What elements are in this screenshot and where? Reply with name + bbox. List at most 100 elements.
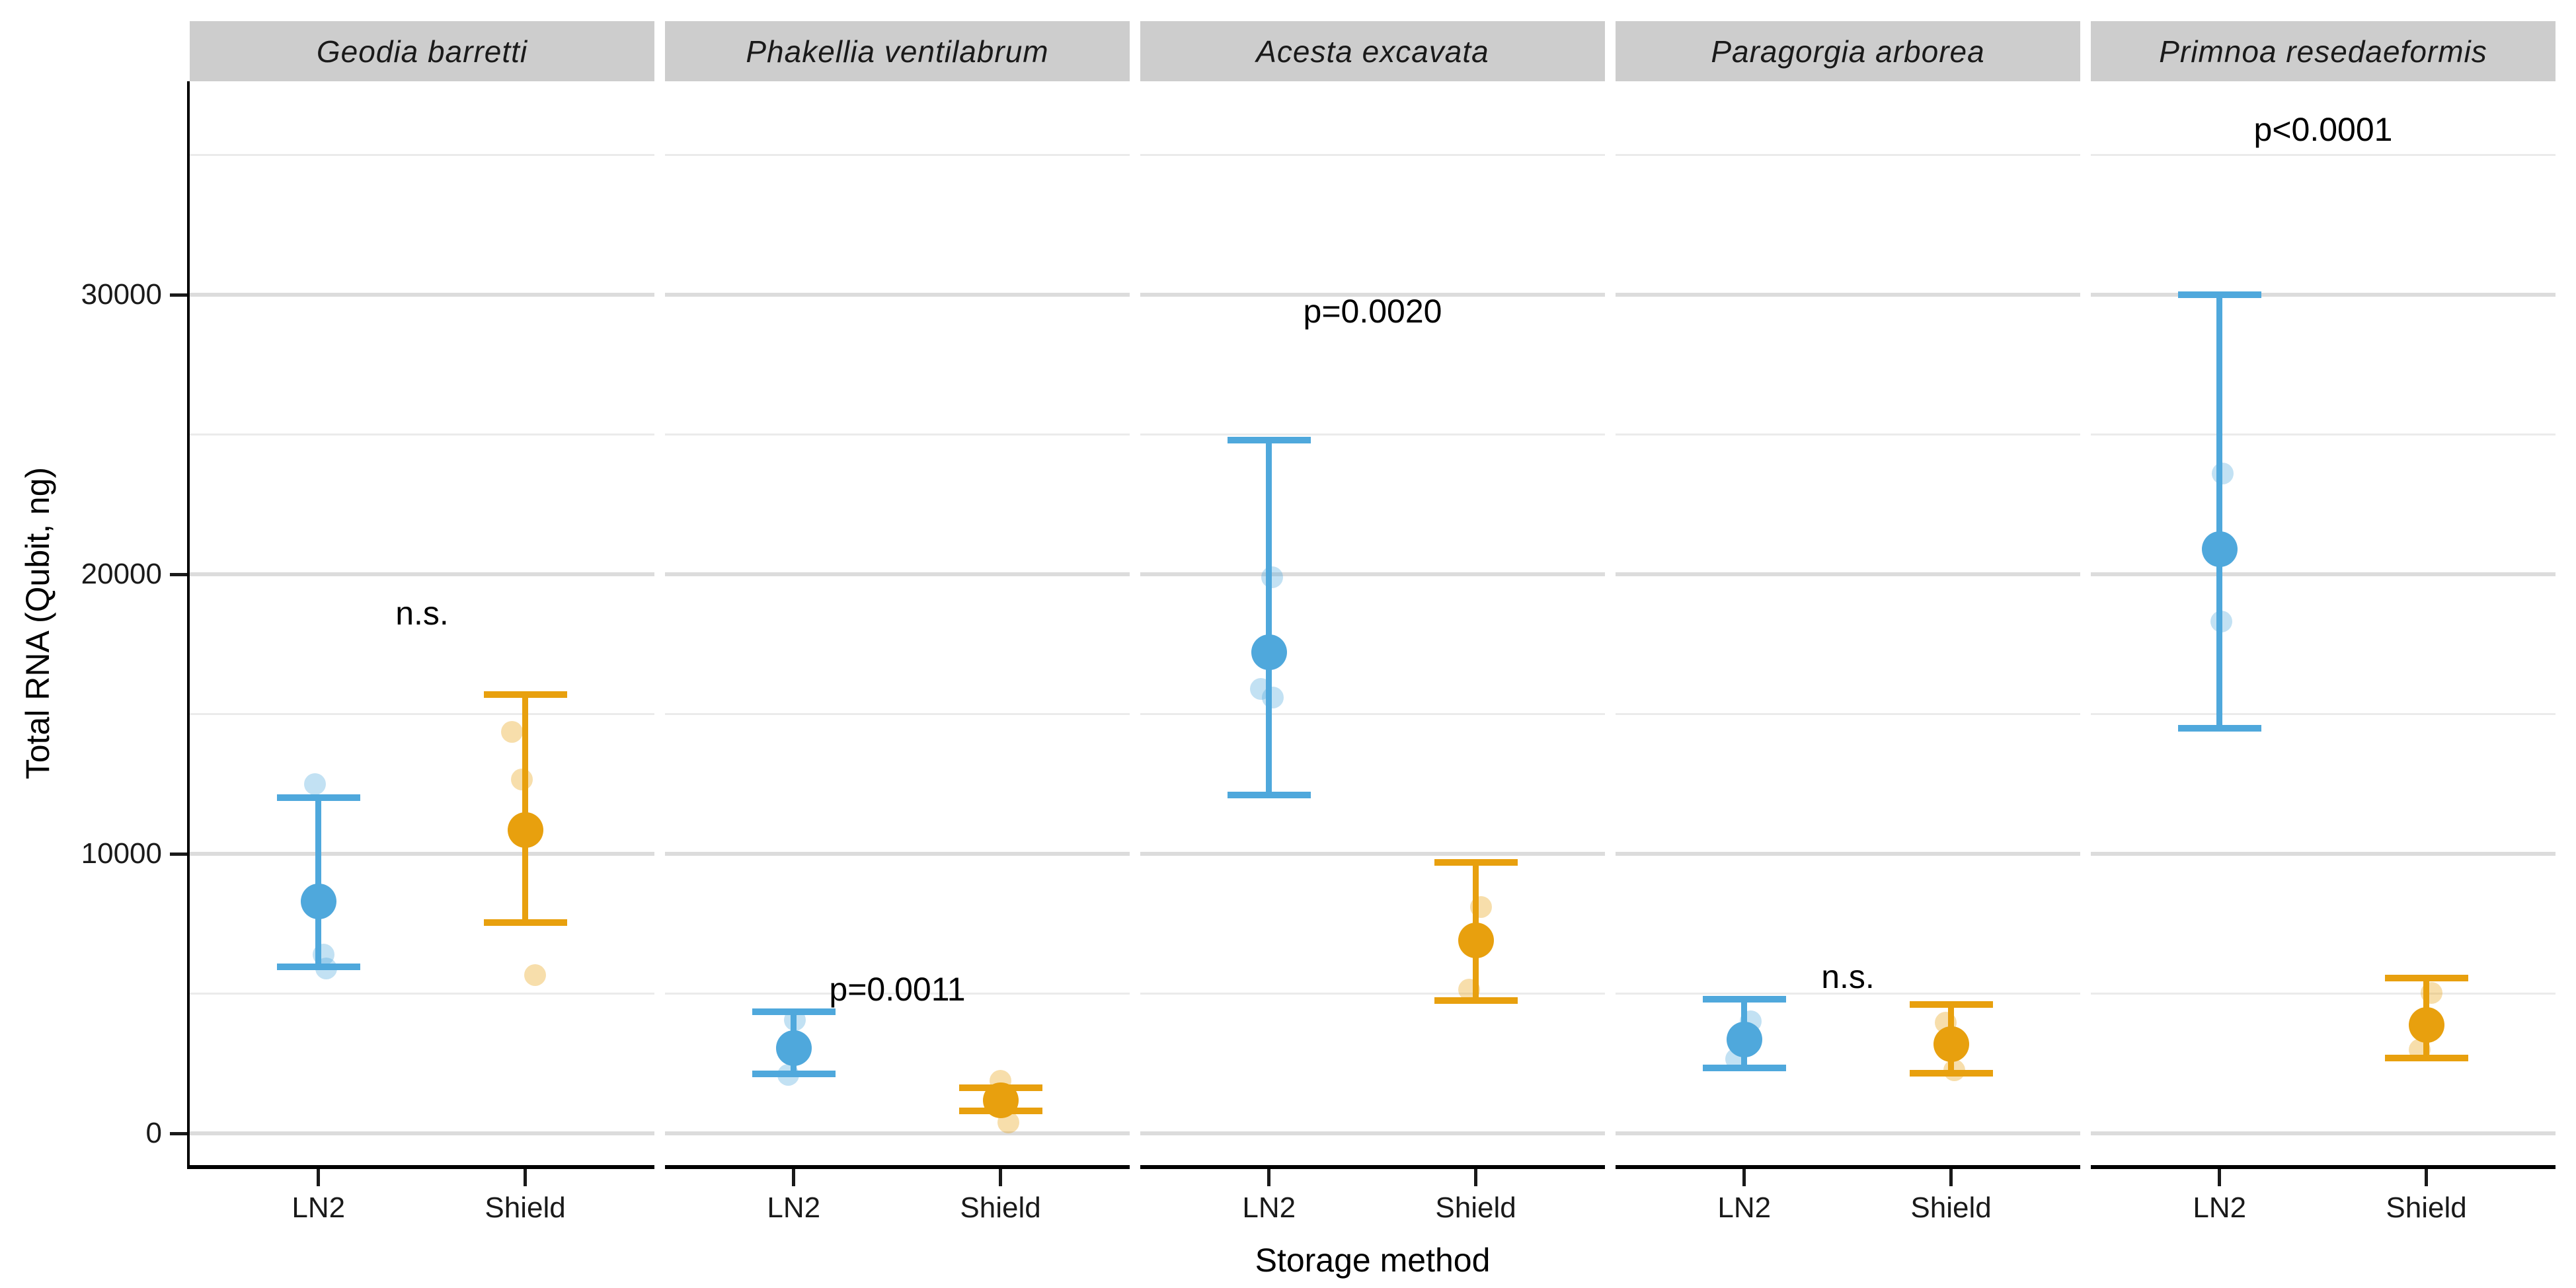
- gridline-major: [665, 851, 1130, 856]
- x-tick-label: Shield: [485, 1192, 566, 1224]
- x-tick-mark: [2218, 1169, 2222, 1186]
- gridline-minor: [1140, 712, 1605, 715]
- gridline-minor: [1616, 153, 2080, 156]
- gridline-major: [665, 292, 1130, 297]
- gridline-major: [1140, 851, 1605, 856]
- gridline-minor: [190, 153, 654, 156]
- errorbar-cap-top: [1702, 995, 1786, 1003]
- gridline-minor: [2091, 992, 2556, 995]
- facet-strip-label: Paragorgia arborea: [1711, 34, 1985, 69]
- gridline-major: [1616, 851, 2080, 856]
- x-tick-label: LN2: [292, 1192, 346, 1224]
- x-tick-label: Shield: [2386, 1192, 2467, 1224]
- y-tick-label: 20000: [81, 557, 162, 590]
- gridline-minor: [190, 433, 654, 436]
- x-tick-label: LN2: [2193, 1192, 2247, 1224]
- mean-point: [1933, 1026, 1969, 1062]
- gridline-minor: [2091, 712, 2556, 715]
- gridline-minor: [1616, 433, 2080, 436]
- y-tick-mark: [170, 852, 187, 856]
- mean-point: [2201, 531, 2238, 567]
- y-axis-title: Total RNA (Qubit, ng): [19, 467, 56, 780]
- facet-strip-label: Primnoa resedaeformis: [2159, 34, 2487, 69]
- errorbar-stem: [2216, 294, 2223, 728]
- jitter-point: [511, 769, 533, 791]
- x-axis-title: Storage method: [1255, 1242, 1491, 1279]
- mean-point: [982, 1082, 1019, 1119]
- jitter-point: [304, 773, 327, 795]
- x-tick-label: Shield: [1910, 1192, 1992, 1224]
- errorbar-cap-bottom: [2177, 724, 2261, 732]
- facet-strip-label: Phakellia ventilabrum: [746, 34, 1049, 69]
- x-tick-mark: [524, 1169, 527, 1186]
- errorbar-cap-top: [483, 691, 567, 698]
- errorbar-cap-top: [2177, 291, 2261, 298]
- jitter-point: [2212, 463, 2234, 485]
- facet-strip: Geodia barretti: [190, 21, 654, 81]
- mean-point: [1251, 634, 1287, 671]
- gridline-minor: [1140, 992, 1605, 995]
- y-tick-mark: [170, 572, 187, 576]
- gridline-minor: [665, 712, 1130, 715]
- y-axis-line: [187, 81, 190, 1169]
- errorbar-cap-bottom: [1434, 997, 1518, 1004]
- x-tick-mark: [2425, 1169, 2429, 1186]
- x-axis-line: [1616, 1165, 2080, 1169]
- gridline-major: [1616, 572, 2080, 576]
- jitter-point: [1262, 686, 1284, 708]
- significance-annotation: n.s.: [1821, 958, 1875, 996]
- errorbar-cap-bottom: [1702, 1064, 1786, 1071]
- significance-annotation: p<0.0001: [2253, 111, 2393, 149]
- gridline-major: [665, 572, 1130, 576]
- gridline-major: [190, 851, 654, 856]
- gridline-major: [190, 572, 654, 576]
- gridline-major: [190, 1131, 654, 1135]
- gridline-minor: [1616, 992, 2080, 995]
- facet-strip: Phakellia ventilabrum: [665, 21, 1130, 81]
- facet-strip: Primnoa resedaeformis: [2091, 21, 2556, 81]
- y-tick-label: 30000: [81, 278, 162, 311]
- gridline-major: [190, 292, 654, 297]
- gridline-major: [1616, 1131, 2080, 1135]
- gridline-minor: [190, 992, 654, 995]
- significance-annotation: p=0.0011: [829, 971, 966, 1008]
- significance-annotation: p=0.0020: [1303, 293, 1442, 330]
- x-axis-line: [1140, 1165, 1605, 1169]
- errorbar-cap-top: [276, 794, 360, 802]
- x-tick-mark: [1474, 1169, 1478, 1186]
- errorbar-stem: [315, 798, 322, 967]
- facet-strip: Acesta excavata: [1140, 21, 1605, 81]
- mean-point: [2408, 1007, 2444, 1043]
- gridline-minor: [665, 992, 1130, 995]
- errorbar-cap-bottom: [2384, 1055, 2468, 1062]
- gridline-minor: [190, 712, 654, 715]
- gridline-major: [2091, 572, 2556, 576]
- x-tick-mark: [1267, 1169, 1271, 1186]
- gridline-minor: [1140, 433, 1605, 436]
- facet-panel: n.s.: [1616, 81, 2080, 1165]
- gridline-major: [2091, 1131, 2556, 1135]
- errorbar-cap-top: [1909, 1001, 1993, 1008]
- jitter-point: [524, 964, 547, 987]
- mean-point: [775, 1030, 812, 1066]
- gridline-major: [2091, 851, 2556, 856]
- facet-panel: p=0.0020: [1140, 81, 1605, 1165]
- gridline-minor: [2091, 153, 2556, 156]
- gridline-major: [665, 1131, 1130, 1135]
- facet-strip-label: Acesta excavata: [1256, 34, 1489, 69]
- gridline-major: [1140, 572, 1605, 576]
- errorbar-cap-top: [1434, 858, 1518, 866]
- gridline-minor: [665, 433, 1130, 436]
- mean-point: [1726, 1022, 1762, 1058]
- y-tick-label: 10000: [81, 837, 162, 870]
- errorbar-cap-bottom: [276, 964, 360, 971]
- errorbar-cap-bottom: [1909, 1070, 1993, 1077]
- facet-strip-label: Geodia barretti: [316, 34, 528, 69]
- x-tick-label: LN2: [1717, 1192, 1772, 1224]
- jitter-point: [501, 721, 524, 743]
- x-axis-line: [2091, 1165, 2556, 1169]
- x-tick-mark: [317, 1169, 321, 1186]
- y-tick-label: 0: [145, 1116, 162, 1149]
- errorbar-cap-top: [752, 1008, 836, 1015]
